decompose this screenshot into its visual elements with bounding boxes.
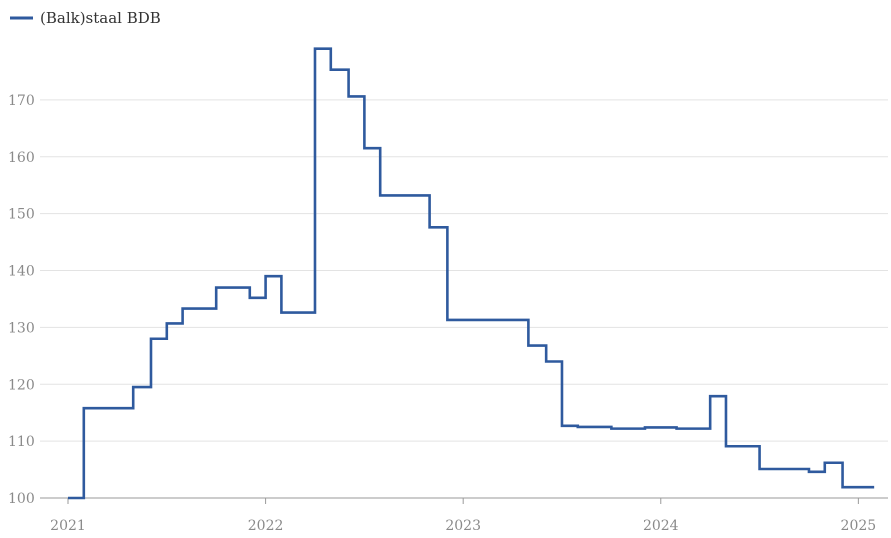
y-tick-label-130: 130 (8, 320, 35, 336)
series-line-0 (68, 47, 875, 500)
y-tick-label-170: 170 (8, 93, 35, 109)
series-layer (67, 47, 875, 500)
legend-label: (Balk)staal BDB (40, 9, 161, 27)
legend: (Balk)staal BDB (10, 9, 161, 27)
y-tick-label-100: 100 (8, 491, 35, 507)
y-tick-label-110: 110 (8, 434, 35, 450)
y-tick-label-160: 160 (8, 150, 35, 166)
x-tick-label-2023: 2023 (445, 518, 481, 534)
x-tick-label-2025: 2025 (841, 518, 877, 534)
grid (40, 99, 888, 499)
x-tick-label-2021: 2021 (50, 518, 86, 534)
x-axis: 2021 2022 2023 2024 2025 (50, 498, 876, 534)
y-tick-label-120: 120 (8, 377, 35, 393)
y-tick-label-140: 140 (8, 264, 35, 280)
x-tick-label-2022: 2022 (248, 518, 284, 534)
y-axis: 100 110 120 130 140 150 160 170 (8, 93, 35, 507)
x-tick-label-2024: 2024 (643, 518, 679, 534)
y-tick-label-150: 150 (8, 207, 35, 223)
